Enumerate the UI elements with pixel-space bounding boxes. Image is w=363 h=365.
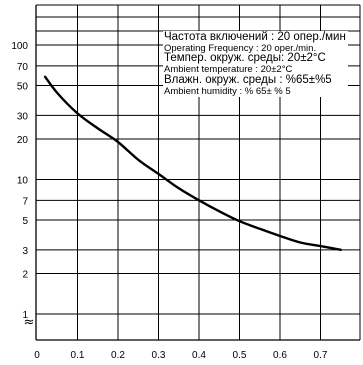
- y-tick-label: 20: [17, 135, 29, 146]
- y-tick-label: 3: [22, 246, 28, 257]
- axis-break-mark: ≈: [24, 315, 35, 330]
- legend: Частота включений : 20 опер./мин Operati…: [163, 31, 348, 98]
- y-tick-label: 50: [17, 81, 29, 92]
- annotation-row: Влажн. окруж. среды : %65±%5: [164, 73, 346, 87]
- annotation-row: Частота включений : 20 опер./мин: [164, 31, 346, 44]
- y-tick-label: 7: [22, 196, 28, 207]
- x-tick-labels: 0 0.1 0.2 0.3 0.4 0.5 0.6 0.7: [34, 350, 328, 361]
- annotation-value: : 20±2°C: [255, 64, 293, 76]
- annotation-label: Operating Frequency: [164, 42, 254, 54]
- annotation-label: Частота включений: [164, 31, 268, 43]
- x-tick-label: 0.7: [314, 350, 328, 361]
- annotation-row: Operating Frequency : 20 oper./min.: [164, 44, 346, 54]
- annotation-row: Ambient humidity : % 65± % 5: [164, 85, 346, 97]
- annotation-row: Ambient temperature : 20±2°C: [164, 65, 346, 75]
- y-tick-label: 10: [17, 176, 29, 187]
- y-tick-label: 30: [17, 111, 29, 122]
- annotation-value: 20±2°С: [287, 52, 326, 65]
- y-tick-label: 5: [22, 216, 28, 227]
- annotation-row: Темпер. окруж. среды: 20±2°С: [164, 53, 346, 65]
- x-tick-label: 0: [34, 350, 40, 361]
- annotation-value: : 20 опер./мин: [270, 31, 346, 43]
- y-tick-label: 2: [22, 270, 28, 281]
- annotation-label: Темпер. окруж. среды:: [164, 52, 285, 65]
- y-tick-label: 1: [22, 310, 28, 321]
- x-tick-label: 0.3: [152, 350, 166, 361]
- annotation-label: Влажн. окруж. среды :: [164, 73, 283, 86]
- annotation-value: %65±%5: [285, 73, 332, 86]
- x-tick-label: 0.6: [273, 350, 287, 361]
- y-tick-labels: 1 2 3 5 7 10 20 30 50 70 100: [11, 41, 28, 321]
- axes: [35, 4, 360, 341]
- x-tick-label: 0.4: [192, 350, 206, 361]
- series-line: [43, 75, 342, 251]
- annotation-label: Ambient temperature: [164, 64, 253, 76]
- y-tick-label: 100: [11, 41, 28, 52]
- annotation-label: Ambient humidity: [164, 85, 237, 97]
- y-tick-label: 70: [17, 62, 29, 73]
- annotation-value: : 20 oper./min.: [255, 42, 317, 54]
- x-tick-label: 0.1: [71, 350, 85, 361]
- x-tick-label: 0.5: [233, 350, 247, 361]
- annotation-value: : % 65± % 5: [239, 85, 291, 97]
- x-tick-label: 0.2: [111, 350, 125, 361]
